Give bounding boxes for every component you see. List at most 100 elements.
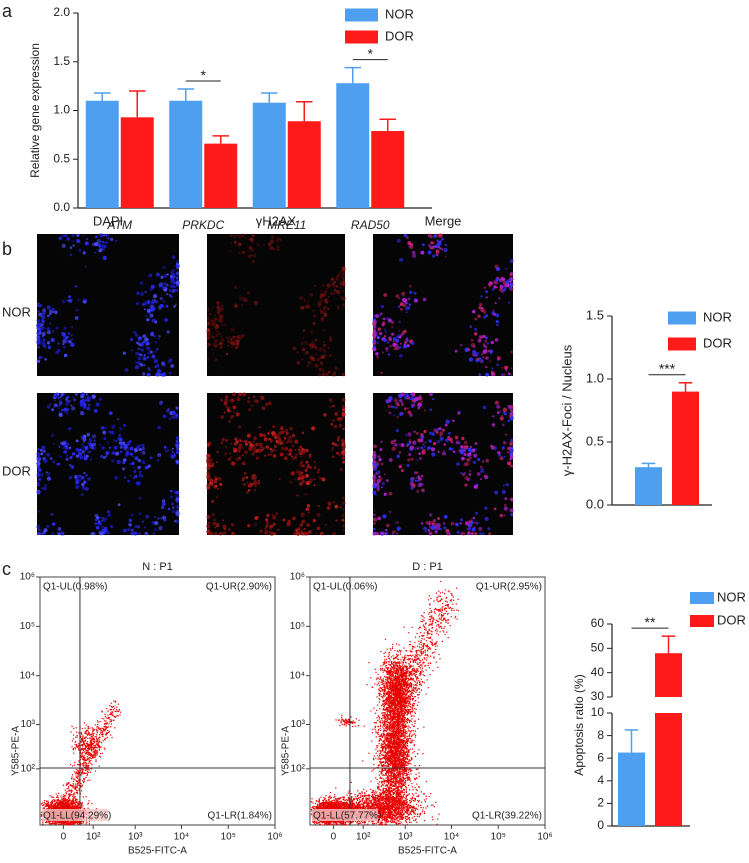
nucleus-dot [104, 517, 108, 520]
nucleus-dot [233, 342, 237, 346]
event-dot [51, 802, 54, 804]
nucleus-dot [305, 460, 309, 464]
nucleus-dot [284, 447, 289, 451]
nucleus-dot [415, 431, 419, 435]
nucleus-dot [330, 422, 334, 426]
nucleus-dot [273, 444, 277, 448]
nucleus-dot [463, 449, 467, 452]
nucleus-dot [329, 405, 332, 409]
nucleus-dot [335, 284, 339, 288]
nucleus-dot [485, 365, 488, 369]
micrograph [36, 233, 180, 377]
nucleus-dot [137, 465, 141, 470]
event-dot [47, 800, 49, 802]
nucleus-dot [487, 282, 492, 287]
nucleus-dot [506, 450, 510, 454]
nucleus-dot [272, 247, 276, 251]
nucleus-dot [296, 453, 299, 456]
nucleus-dot [52, 460, 56, 464]
nucleus-dot [383, 338, 388, 343]
nucleus-dot [398, 335, 402, 339]
event-dot [47, 806, 50, 808]
nucleus-dot [214, 326, 217, 329]
nucleus-dot [219, 482, 223, 486]
nucleus-dot [405, 393, 409, 397]
event-dot [69, 805, 71, 808]
nucleus-dot [310, 355, 313, 358]
nucleus-dot [138, 343, 141, 347]
nucleus-dot [373, 444, 377, 449]
event-dot [43, 807, 45, 809]
nucleus-dot [294, 448, 297, 452]
nucleus-dot [341, 413, 346, 418]
event-dot [71, 807, 73, 809]
nucleus-dot [58, 397, 60, 399]
nucleus-dot [321, 373, 325, 377]
nucleus-dot [341, 275, 344, 279]
nucleus-dot [226, 337, 231, 342]
nucleus-dot [385, 528, 388, 532]
nucleus-dot [41, 326, 45, 330]
nucleus-dot [299, 295, 304, 301]
nucleus-dot [63, 407, 68, 412]
nucleus-dot [141, 450, 146, 455]
nucleus-dot [165, 304, 169, 308]
nucleus-dot [219, 345, 223, 349]
nucleus-dot [419, 403, 422, 407]
nucleus-dot [322, 306, 326, 310]
nucleus-dot [438, 247, 442, 250]
nucleus-dot [443, 526, 447, 530]
nucleus-dot [294, 439, 297, 442]
nucleus-dot [158, 525, 163, 531]
nucleus-dot [133, 477, 135, 480]
nucleus-dot [469, 325, 472, 328]
nucleus-dot [335, 519, 338, 522]
event-dot [66, 801, 68, 803]
nucleus-dot [125, 450, 129, 454]
nucleus-dot [134, 456, 139, 461]
nucleus-dot [332, 281, 336, 285]
nucleus-dot [342, 273, 345, 277]
nucleus-dot [456, 462, 460, 466]
nucleus-dot [251, 248, 255, 252]
nucleus-dot [102, 455, 107, 460]
nucleus-dot [341, 296, 346, 301]
nucleus-dot [163, 274, 168, 278]
event-dot [88, 802, 90, 804]
nucleus-dot [206, 335, 211, 340]
nucleus-dot [492, 280, 497, 285]
nucleus-dot [219, 314, 224, 319]
nucleus-dot [263, 454, 267, 457]
nucleus-dot [381, 305, 384, 308]
nucleus-dot [57, 462, 61, 466]
nucleus-dot [243, 483, 245, 486]
nucleus-dot [326, 283, 331, 288]
nucleus-dot [302, 337, 305, 340]
nucleus-dot [510, 273, 513, 277]
nucleus-dot [36, 483, 40, 487]
nucleus-dot [58, 407, 61, 410]
nucleus-dot [415, 471, 419, 475]
nucleus-dot [296, 351, 299, 354]
nucleus-dot [207, 492, 210, 494]
nucleus-dot [129, 475, 132, 477]
nucleus-dot [407, 297, 411, 301]
nucleus-dot [84, 445, 89, 450]
nucleus-dot [471, 309, 476, 314]
nucleus-dot [39, 448, 43, 452]
nucleus-dot [306, 304, 311, 309]
nucleus-dot [231, 337, 234, 340]
nucleus-dot [436, 528, 439, 531]
nucleus-dot [234, 339, 238, 343]
nucleus-dot [410, 247, 413, 250]
nucleus-dot [223, 401, 228, 406]
nucleus-dot [340, 283, 342, 285]
event-dot [52, 821, 54, 823]
nucleus-dot [207, 329, 210, 332]
nucleus-dot [214, 339, 218, 343]
nucleus-dot [319, 361, 324, 365]
nucleus-dot [107, 441, 110, 444]
nucleus-dot [221, 437, 225, 442]
nucleus-dot [44, 484, 47, 487]
nucleus-dot [314, 363, 319, 368]
